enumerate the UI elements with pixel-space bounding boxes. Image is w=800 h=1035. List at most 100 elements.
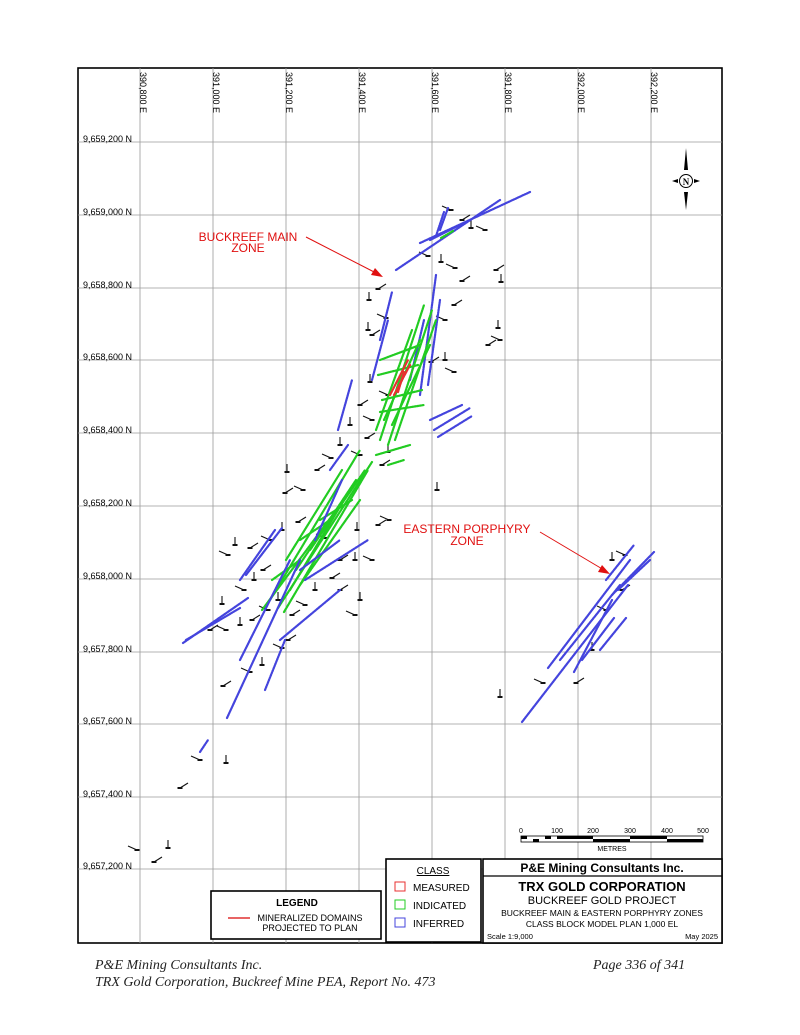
drillhole-collar [468, 227, 474, 229]
footer-consultant: P&E Mining Consultants Inc. [95, 958, 263, 973]
drillhole-collar [375, 524, 381, 526]
domain-indicated [298, 518, 332, 542]
drillhole-collar [352, 559, 358, 561]
drillhole-collar [375, 288, 381, 290]
arrow-head [371, 268, 383, 277]
easting-label: 391,800 E [503, 72, 513, 113]
drillhole-collar [295, 521, 301, 523]
annotation-arrow [539, 531, 605, 571]
drillhole-collar [282, 492, 288, 494]
title-date: May 2025 [685, 932, 718, 941]
drillhole-collar [220, 685, 226, 687]
drillhole-collar [589, 649, 595, 651]
drillhole-collar [619, 589, 625, 591]
domain-indicated [378, 343, 422, 362]
drillhole-collar [357, 599, 363, 601]
domain-inferred [418, 273, 438, 397]
domain-inferred [580, 616, 616, 662]
domain-indicated [378, 403, 426, 414]
drillhole-collar [495, 327, 501, 329]
drillhole-collar [247, 671, 253, 673]
title-consultant: P&E Mining Consultants Inc. [520, 861, 683, 875]
domain-indicated [268, 448, 362, 602]
drillhole-collar [337, 559, 343, 561]
drillhole-collar [459, 280, 465, 282]
annotation-label: ZONE [450, 534, 483, 548]
domain-measured [396, 370, 406, 394]
domain-inferred [572, 598, 614, 674]
scale-tick: 0 [519, 828, 523, 835]
drillhole-collar [451, 371, 457, 373]
drillhole-collar [357, 404, 363, 406]
domain-inferred [438, 206, 450, 232]
class-swatch-inferred [394, 917, 406, 928]
domain-inferred [198, 738, 210, 754]
class-label: MEASURED [413, 883, 470, 894]
drillhole-collar [275, 599, 281, 601]
drillhole-collar [364, 437, 370, 439]
domain-inferred [428, 222, 464, 242]
title-scale: Scale 1:9,000 [487, 932, 533, 941]
drillhole-collar [434, 489, 440, 491]
drillhole-collar [237, 624, 243, 626]
domain-inferred [244, 526, 284, 577]
title-company: TRX GOLD CORPORATION [518, 879, 685, 894]
drillhole-collar [197, 759, 203, 761]
map-frame [77, 67, 723, 944]
easting-label: 390,800 E [138, 72, 148, 113]
drillhole-collar [134, 849, 140, 851]
arrow-head [598, 565, 610, 574]
easting-label: 392,000 E [576, 72, 586, 113]
drillhole-traces [127, 205, 631, 863]
easting-label: 392,200 E [649, 72, 659, 113]
mineralized-domains [181, 190, 656, 754]
domain-inferred [598, 616, 628, 652]
drillhole-collar [438, 261, 444, 263]
domain-inferred [558, 583, 622, 662]
domain-inferred [238, 528, 277, 582]
drillhole-collar [265, 609, 271, 611]
scale-bar: 0 100 200 300 400 500 METRES [519, 828, 709, 853]
northing-label: 9,658,400 N [83, 425, 132, 435]
drillhole-collar [493, 269, 499, 271]
domain-inferred [432, 406, 472, 432]
easting-label: 391,400 E [357, 72, 367, 113]
domain-inferred [434, 210, 446, 238]
drillhole-collar [219, 603, 225, 605]
drillhole-collar [386, 519, 392, 521]
drillhole-collar [459, 219, 465, 221]
drillhole-collar [357, 454, 363, 456]
easting-label: 391,200 E [284, 72, 294, 113]
drillhole-collar [337, 444, 343, 446]
title-zones: BUCKREEF MAIN & EASTERN PORPHYRY ZONES [501, 908, 703, 918]
drillhole-collar [165, 847, 171, 849]
domain-indicated [439, 229, 455, 240]
domain-indicated [376, 363, 420, 377]
domain-inferred [370, 318, 390, 382]
drillhole-collar [497, 339, 503, 341]
domain-indicated [284, 468, 344, 562]
drillhole-collar [207, 629, 213, 631]
drillhole-collar [279, 529, 285, 531]
annotation-label: ZONE [231, 241, 264, 255]
northing-label: 9,657,200 N [83, 861, 132, 871]
scale-tick: 400 [661, 828, 673, 835]
north-arrow-letter: N [683, 177, 690, 187]
grid-lines [78, 68, 722, 943]
scale-tick: 300 [624, 828, 636, 835]
annotation-label: EASTERN PORPHYRY [403, 522, 530, 536]
drillhole-collar [329, 577, 335, 579]
domain-indicated [298, 498, 362, 587]
footer-page-number: Page 336 of 341 [593, 958, 686, 973]
drillhole-collar [540, 682, 546, 684]
drillhole-collar [451, 304, 457, 306]
drillhole-collar [289, 614, 295, 616]
domain-inferred [303, 538, 370, 582]
class-legend-box: CLASS MEASURED INDICATED INFERRED [385, 858, 482, 943]
drillhole-collar [314, 469, 320, 471]
domain-inferred [184, 606, 242, 642]
northing-label: 9,659,200 N [83, 134, 132, 144]
drillhole-collar [328, 457, 334, 459]
domain-inferred [426, 298, 442, 387]
northing-label: 9,658,200 N [83, 498, 132, 508]
